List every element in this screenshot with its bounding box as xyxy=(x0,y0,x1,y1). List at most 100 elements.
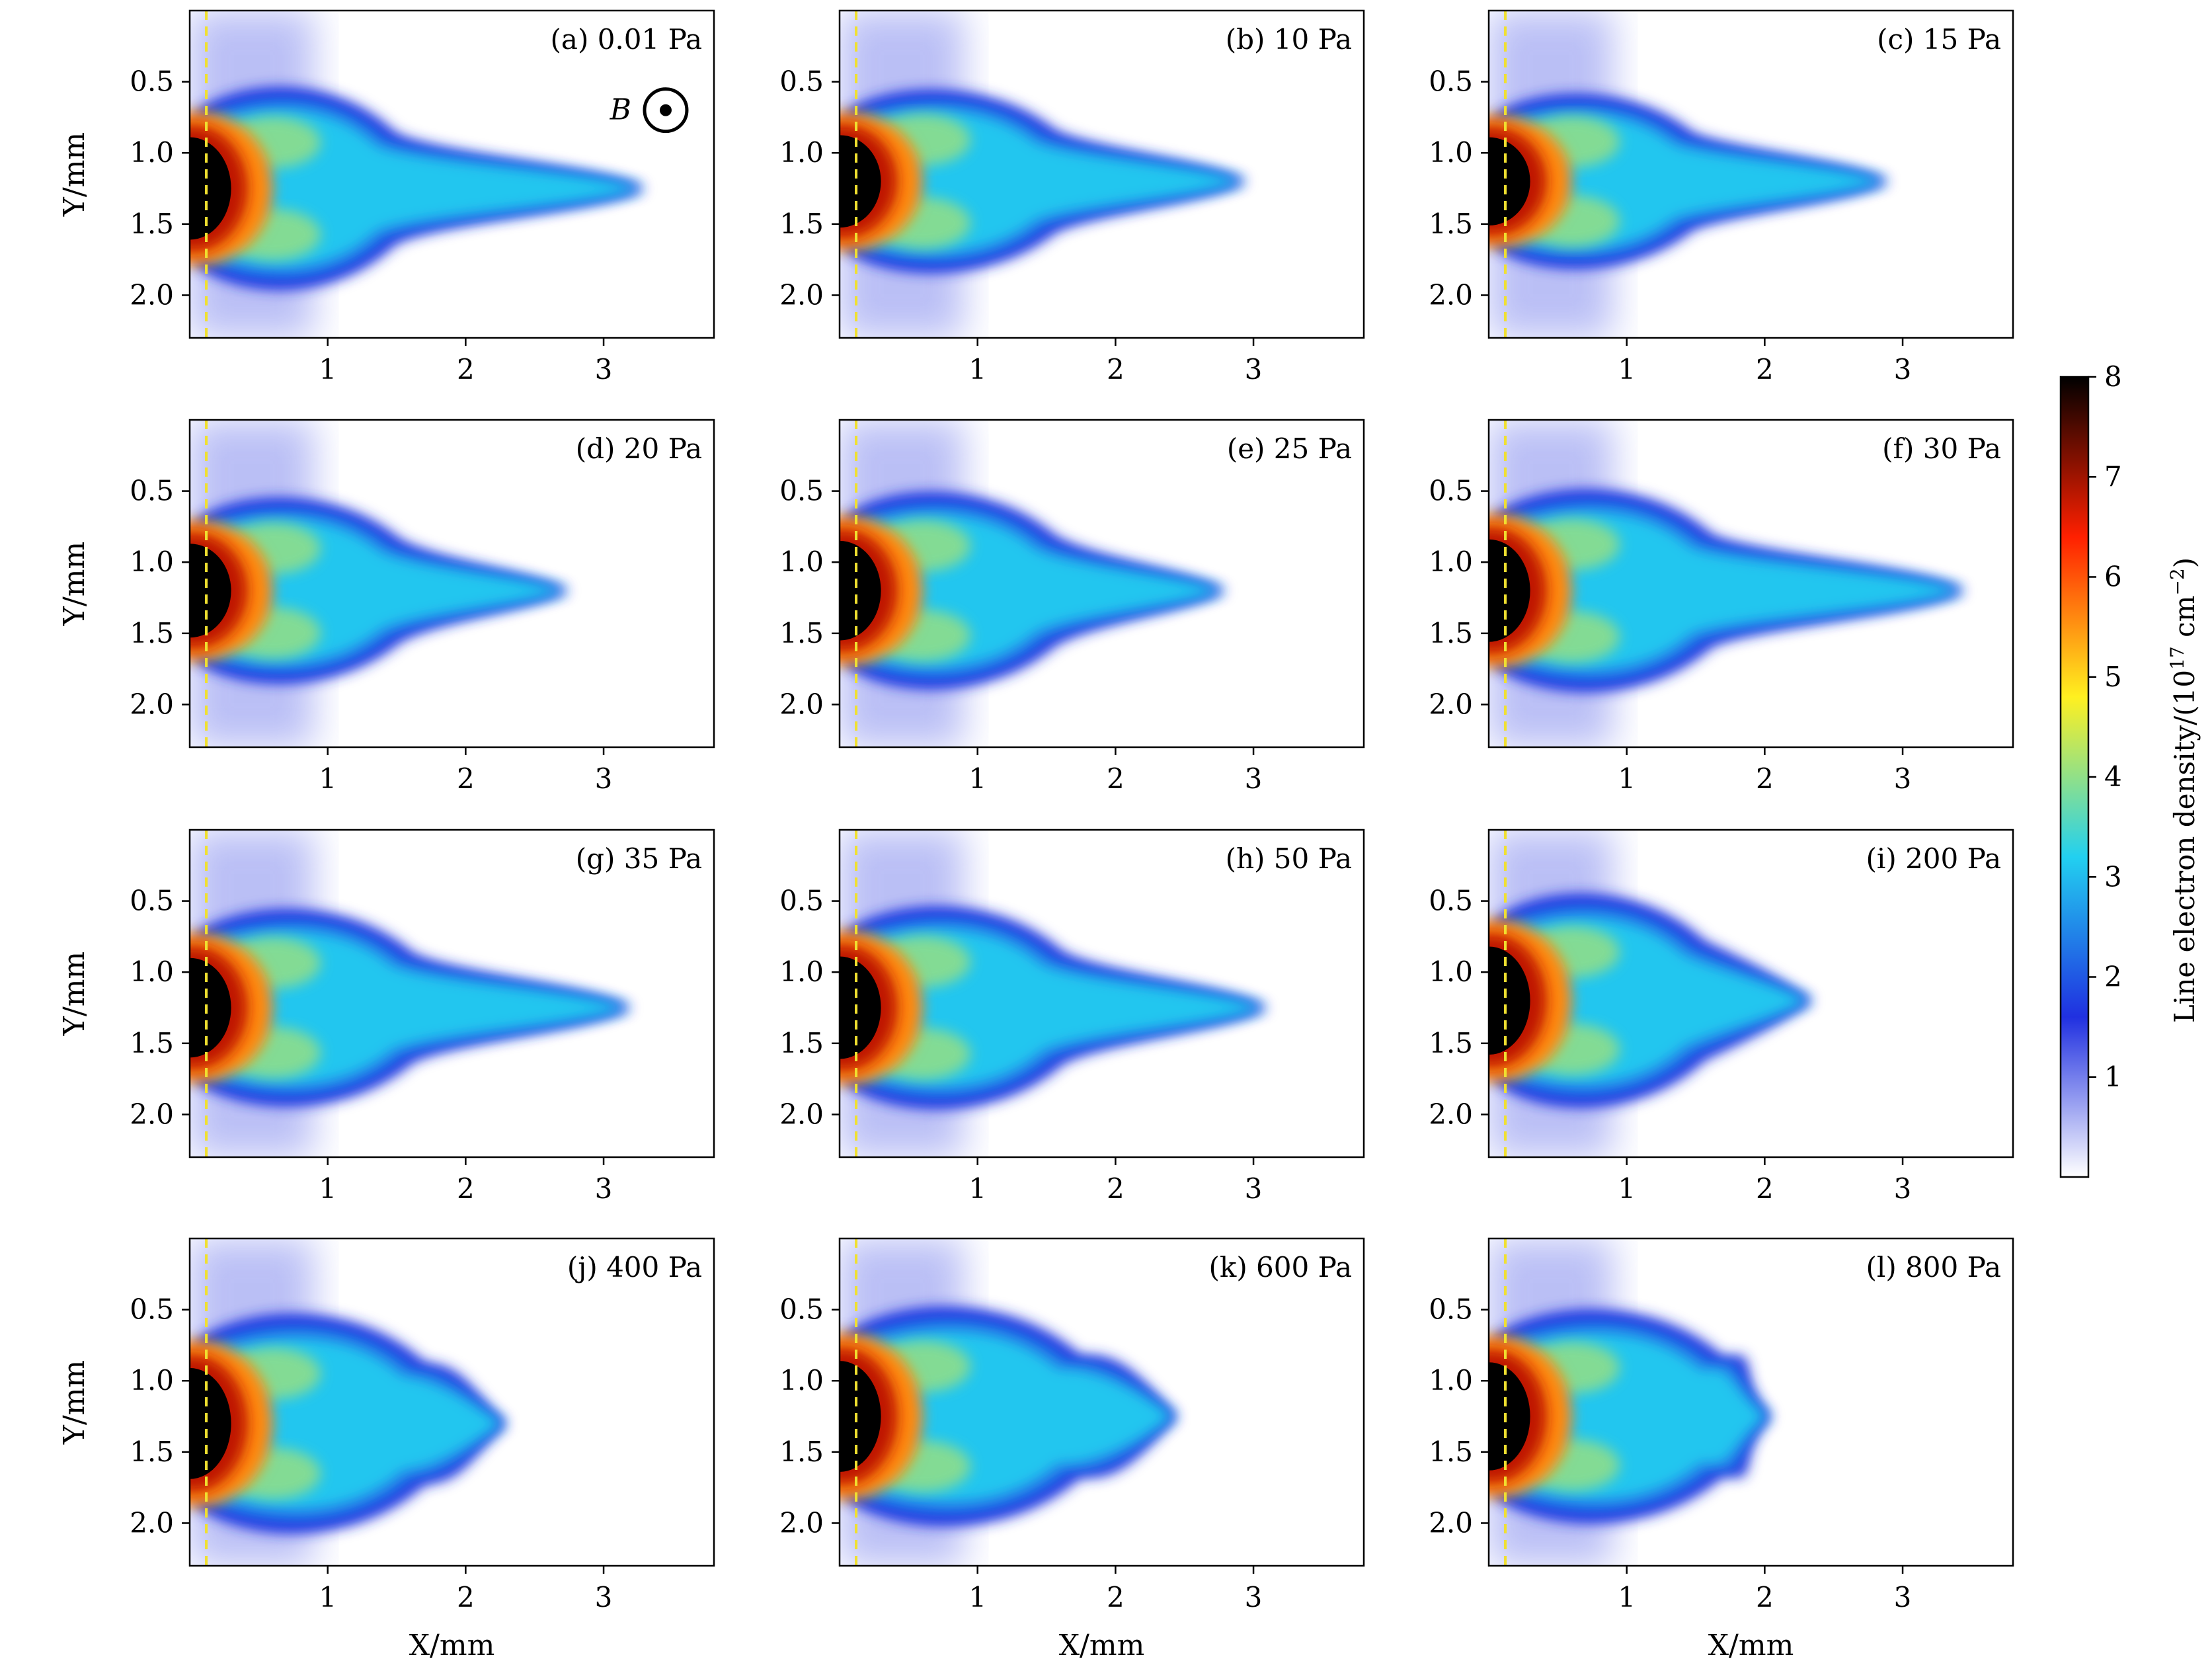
y-tick-label: 1.0 xyxy=(130,546,174,578)
y-tick-label: 2.0 xyxy=(130,688,174,720)
y-tick-label: 1.5 xyxy=(130,1027,174,1059)
plot-area xyxy=(1489,830,2013,1157)
panel-k: (k) 600 Pa 1 2 3 0.5 1.0 1.5 2.0 X/mm xyxy=(779,1237,1365,1662)
y-tick-label: 2.0 xyxy=(1429,1506,1473,1539)
x-tick-label: 1 xyxy=(968,1581,986,1613)
panel-frame xyxy=(838,1237,1365,1567)
colorbar: 1 2 3 4 5 6 7 8 Line electron density/(1017 cm−2… xyxy=(2059,360,2201,1178)
y-axis-label: Y/mm xyxy=(58,952,91,1036)
x-tick-label: 1 xyxy=(968,353,986,385)
panel-i: (i) 200 Pa 1 2 3 0.5 1.0 1.5 2.0 xyxy=(1429,829,2014,1205)
y-tick-label: 1.5 xyxy=(1429,208,1473,240)
panel-label: (d) 20 Pa xyxy=(576,432,702,465)
colorbar-label-prefix: Line electron density/(10 xyxy=(2168,670,2201,1023)
colorbar-bar xyxy=(2059,376,2090,1178)
x-tick-label: 1 xyxy=(1618,353,1636,385)
x-tick-label: 2 xyxy=(1756,762,1774,795)
colorbar-label-suffix: ) xyxy=(2168,557,2201,568)
panel-e: (e) 25 Pa 1 2 3 0.5 1.0 1.5 2.0 xyxy=(779,419,1365,795)
x-tick-label: 1 xyxy=(1618,1581,1636,1613)
y-tick-label: 1.5 xyxy=(779,1436,824,1468)
colorbar-label-mid: cm xyxy=(2168,596,2201,647)
y-tick-label: 1.0 xyxy=(779,546,824,578)
panel-h: (h) 50 Pa 1 2 3 0.5 1.0 1.5 2.0 xyxy=(779,829,1365,1205)
panel-label: (k) 600 Pa xyxy=(1208,1251,1352,1283)
colorbar-label-exp2: −2 xyxy=(2166,568,2188,595)
panel-frame xyxy=(838,829,1365,1158)
x-axis-label: X/mm xyxy=(1708,1629,1794,1662)
y-tick-label: 1.0 xyxy=(130,136,174,169)
y-tick-label: 0.5 xyxy=(779,475,824,507)
x-tick-label: 2 xyxy=(457,353,475,385)
plot-area xyxy=(1489,1238,2013,1566)
y-tick-label: 1.5 xyxy=(1429,1027,1473,1059)
core-dense xyxy=(840,540,881,641)
x-tick-label: 2 xyxy=(1107,762,1125,795)
y-axis-label: Y/mm xyxy=(58,1360,91,1445)
panel-l: (l) 800 Pa 1 2 3 0.5 1.0 1.5 2.0 X/mm xyxy=(1429,1237,2014,1662)
panel-label: (c) 15 Pa xyxy=(1877,23,2001,56)
x-tick-label: 2 xyxy=(457,1172,475,1205)
colorbar-tick-label: 2 xyxy=(2104,961,2122,993)
core-dense xyxy=(1489,1362,1530,1471)
panel-label: (i) 200 Pa xyxy=(1866,842,2001,875)
x-tick-label: 1 xyxy=(319,1581,336,1613)
x-tick-label: 2 xyxy=(457,1581,475,1613)
panel-frame xyxy=(838,419,1365,749)
y-tick-label: 1.5 xyxy=(1429,617,1473,649)
panel-label: (e) 25 Pa xyxy=(1227,432,1352,465)
panel-label: (j) 400 Pa xyxy=(567,1251,702,1283)
colorbar-tick-label: 7 xyxy=(2104,460,2122,493)
y-tick-label: 1.0 xyxy=(130,1364,174,1397)
y-tick-label: 0.5 xyxy=(1429,1293,1473,1326)
y-tick-label: 1.5 xyxy=(130,1436,174,1468)
x-tick-label: 1 xyxy=(968,1172,986,1205)
y-tick-label: 0.5 xyxy=(1429,475,1473,507)
panel-frame xyxy=(1487,9,2014,339)
panel-label: (a) 0.01 Pa xyxy=(551,23,702,56)
panel-frame xyxy=(1487,1237,2014,1567)
core-dense xyxy=(1489,946,1530,1055)
panel-frame xyxy=(188,419,715,749)
colorbar-tick-label: 3 xyxy=(2104,860,2122,893)
panel-frame xyxy=(838,9,1365,339)
y-tick-label: 0.5 xyxy=(130,885,174,917)
plot-area xyxy=(190,11,714,338)
colorbar-label: Line electron density/(1017 cm−2) xyxy=(2166,557,2201,1023)
y-tick-label: 1.0 xyxy=(1429,955,1473,988)
core-dense xyxy=(190,1367,231,1479)
plot-area xyxy=(1489,420,2013,747)
x-tick-label: 3 xyxy=(595,353,613,385)
x-tick-label: 1 xyxy=(319,353,336,385)
colorbar-tick-label: 5 xyxy=(2104,661,2122,693)
colorbar-label-exp1: 17 xyxy=(2166,646,2188,670)
y-tick-label: 0.5 xyxy=(779,885,824,917)
x-tick-label: 1 xyxy=(319,1172,336,1205)
y-tick-label: 1.5 xyxy=(130,208,174,240)
panel-label: (g) 35 Pa xyxy=(576,842,702,875)
panel-frame xyxy=(188,829,715,1158)
x-tick-label: 2 xyxy=(1756,1172,1774,1205)
panels-layer: (a) 0.01 Pa 1 2 3 0.5 1.0 1.5 2.0 Y/mm B (b) 10 Pa… xyxy=(58,9,2014,1662)
plot-area xyxy=(190,1238,714,1566)
colorbar-tick-label: 1 xyxy=(2104,1061,2122,1093)
x-tick-label: 3 xyxy=(1894,353,1912,385)
y-tick-label: 2.0 xyxy=(779,1098,824,1130)
panel-d: (d) 20 Pa 1 2 3 0.5 1.0 1.5 2.0 Y/mm xyxy=(58,419,715,795)
plot-area xyxy=(190,830,714,1157)
core-dense xyxy=(190,137,231,240)
x-tick-label: 1 xyxy=(968,762,986,795)
y-tick-label: 0.5 xyxy=(779,65,824,98)
core-dense xyxy=(840,135,881,228)
y-tick-label: 2.0 xyxy=(130,278,174,311)
core-dense xyxy=(1489,539,1530,642)
y-tick-label: 1.5 xyxy=(779,617,824,649)
plot-area xyxy=(840,420,1364,747)
y-axis-label: Y/mm xyxy=(58,132,91,217)
x-axis-label: X/mm xyxy=(409,1629,495,1662)
colorbar-tick-label: 8 xyxy=(2104,360,2122,393)
y-tick-label: 2.0 xyxy=(1429,688,1473,720)
x-tick-label: 3 xyxy=(1245,353,1263,385)
colorbar-tick-label: 4 xyxy=(2104,760,2122,793)
